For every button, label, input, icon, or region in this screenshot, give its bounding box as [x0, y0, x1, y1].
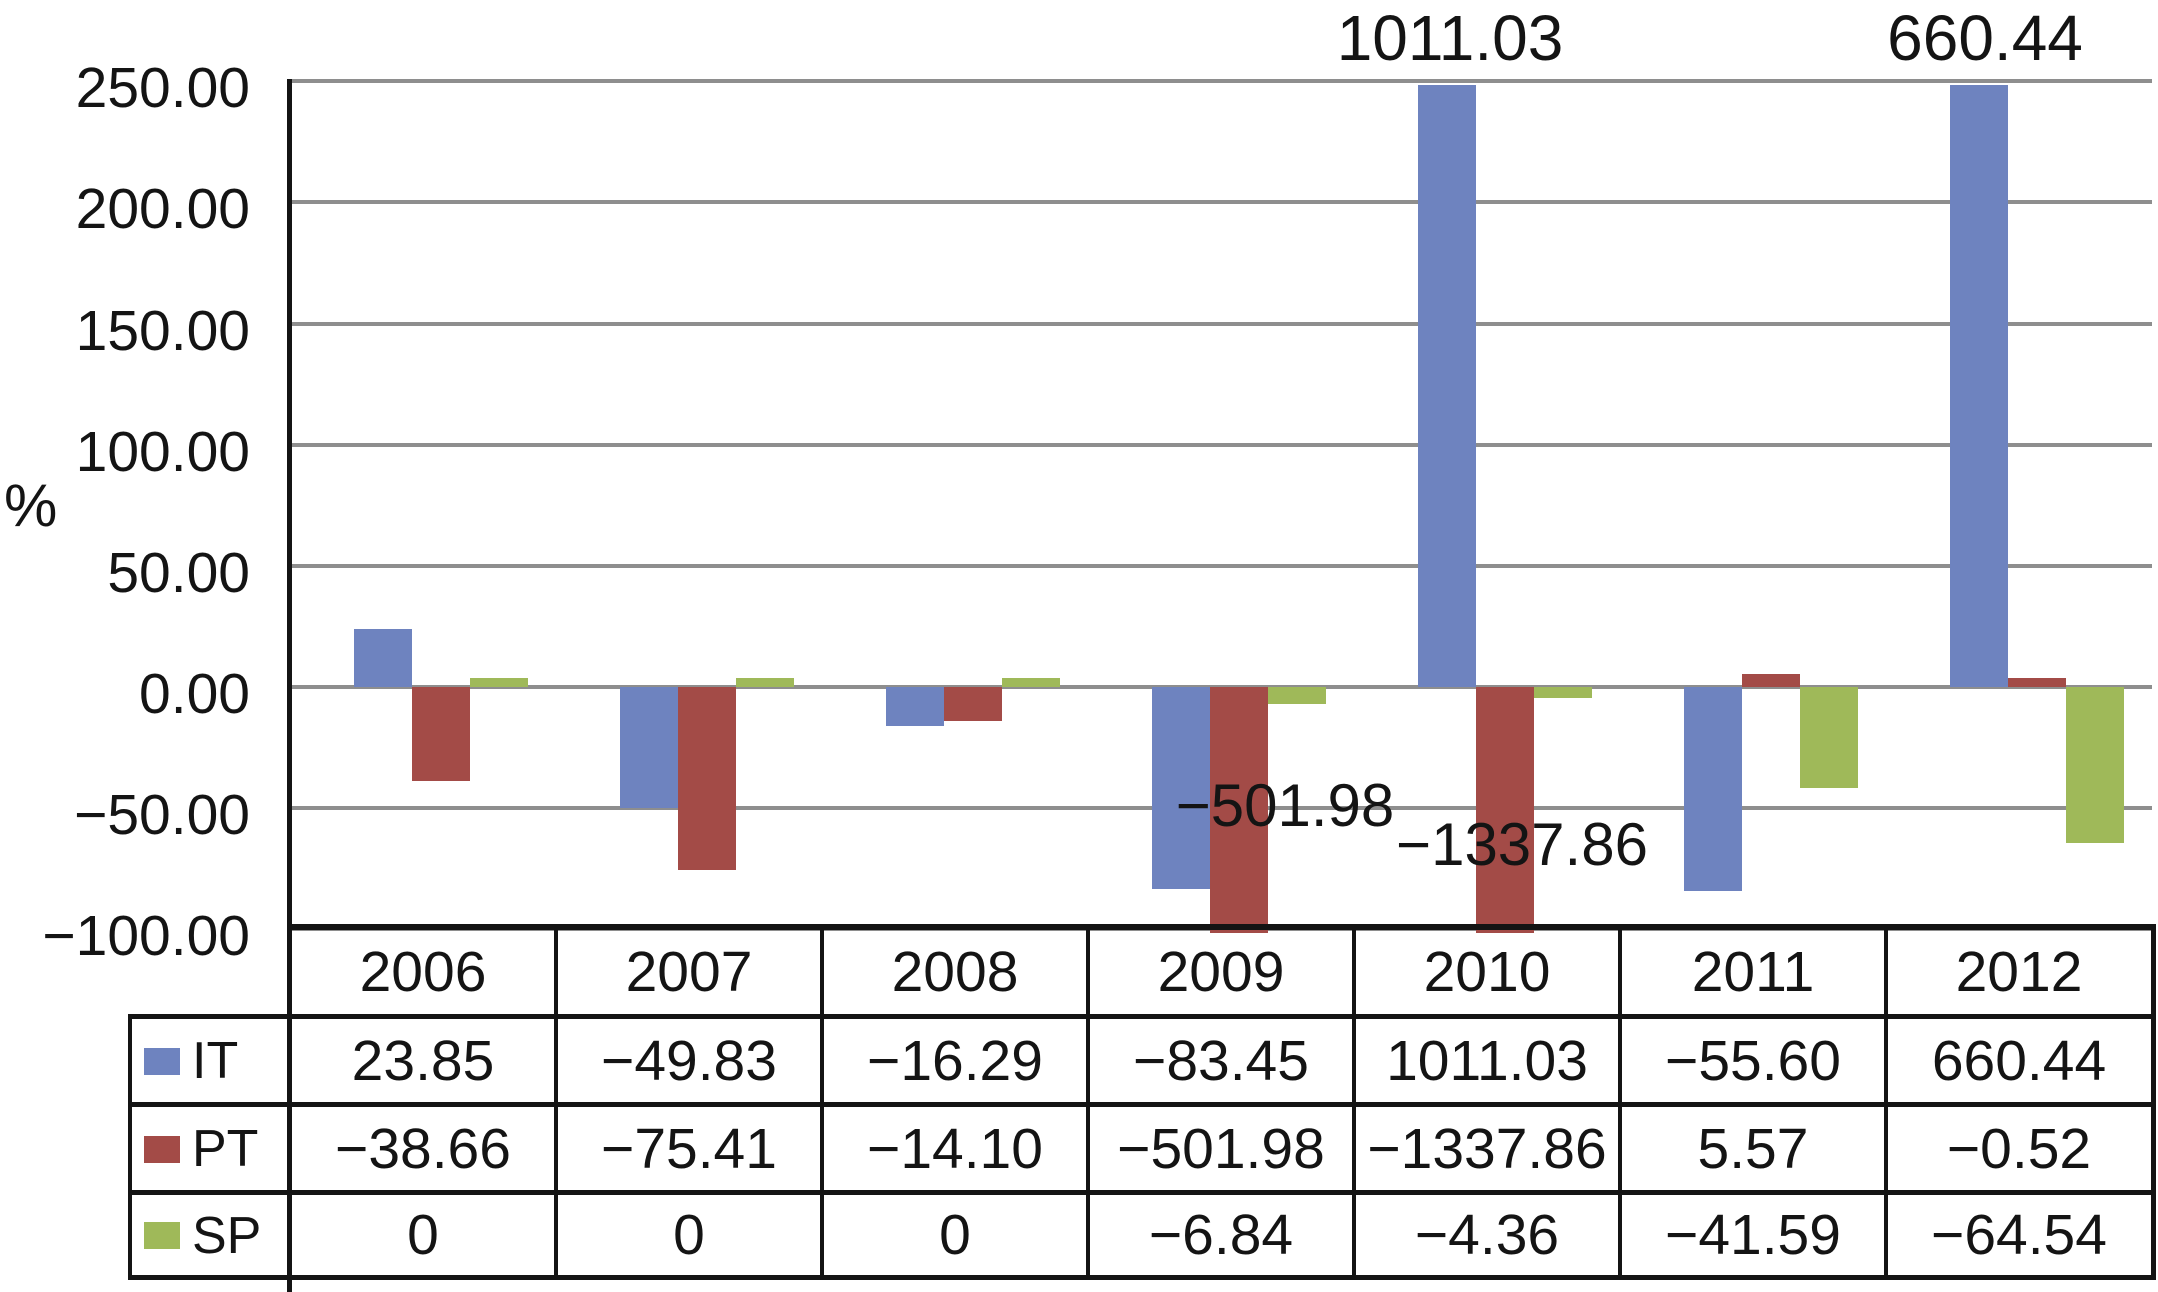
bar-SP-2009: [1268, 687, 1326, 704]
bar-PT-2011: [1742, 673, 1800, 687]
table-bottom-border: [128, 1275, 2156, 1280]
table-cell-SP-2010: −4.36: [1414, 1203, 1560, 1267]
bar-IT-2012: [1950, 85, 2008, 687]
table-row-border: [128, 1190, 2156, 1195]
table-cell-PT-2008: −14.10: [867, 1116, 1043, 1181]
table-column-divider: [820, 927, 824, 1278]
table-cell-PT-2007: −75.41: [601, 1116, 777, 1181]
bar-IT-2011: [1684, 687, 1742, 891]
y-tick-label: −100.00: [42, 904, 250, 969]
table-cell-SP-2007: 0: [673, 1203, 705, 1267]
table-cell-PT-2011: 5.57: [1697, 1116, 1809, 1181]
annotation-PT-2009: −501.98: [1175, 772, 1395, 839]
series-name-IT: IT: [192, 1032, 239, 1090]
table-cell-PT-2006: −38.66: [335, 1116, 511, 1181]
y-tick-label: 50.00: [107, 540, 250, 605]
table-header-cell-2009: 2009: [1157, 939, 1285, 1004]
bar-SP-2012: [2066, 687, 2124, 844]
table-header-cell-2006: 2006: [359, 939, 487, 1004]
table-column-divider: [1618, 927, 1622, 1278]
annotation-IT-2012: 660.44: [1887, 2, 2083, 74]
y-axis-line: [287, 79, 292, 1292]
annotation-IT-2010: 1011.03: [1336, 2, 1564, 74]
series-name-SP: SP: [192, 1206, 262, 1265]
series-row-label-IT: IT: [130, 1017, 290, 1105]
bar-SP-2008: [1002, 678, 1060, 687]
table-top-border: [288, 924, 2156, 930]
table-cell-PT-2009: −501.98: [1117, 1116, 1325, 1181]
table-cell-IT-2007: −49.83: [601, 1028, 777, 1093]
legend-swatch-PT: [144, 1135, 180, 1163]
legend-swatch-SP: [144, 1222, 180, 1249]
bar-IT-2010: [1418, 85, 1476, 687]
table-header-cell-2010: 2010: [1423, 939, 1551, 1004]
table-cell-SP-2008: 0: [939, 1203, 971, 1267]
table-header-cell-2011: 2011: [1691, 939, 1815, 1004]
table-row-border: [128, 1014, 2156, 1019]
annotation-PT-2010: −1337.86: [1396, 811, 1648, 878]
y-tick-label: 150.00: [75, 298, 250, 363]
y-tick-label: 100.00: [75, 419, 250, 484]
gridline: [290, 442, 2152, 447]
table-column-divider: [1352, 927, 1356, 1278]
y-axis-title: %: [4, 472, 58, 539]
table-header-cell-2008: 2008: [891, 939, 1019, 1004]
bar-SP-2006: [470, 678, 528, 687]
table-column-divider: [1086, 927, 1090, 1278]
y-tick-label: −50.00: [74, 783, 250, 848]
gridline: [290, 563, 2152, 568]
bar-SP-2011: [1800, 687, 1858, 788]
y-tick-label: 200.00: [75, 177, 250, 242]
gridline: [290, 79, 2152, 84]
bar-PT-2012: [2008, 678, 2066, 687]
bar-IT-2007: [620, 687, 678, 808]
table-row-border: [128, 1102, 2156, 1107]
bar-PT-2006: [412, 687, 470, 781]
table-cell-IT-2012: 660.44: [1931, 1028, 2107, 1093]
table-cell-SP-2012: −64.54: [1931, 1203, 2107, 1267]
bar-PT-2009: [1210, 687, 1268, 933]
table-cell-PT-2012: −0.52: [1946, 1116, 2092, 1181]
y-tick-label: 250.00: [75, 56, 250, 121]
table-cell-IT-2010: 1011.03: [1386, 1028, 1588, 1093]
gridline: [290, 321, 2152, 326]
bar-PT-2008: [944, 687, 1002, 722]
table-column-divider: [554, 927, 558, 1278]
series-row-label-SP: SP: [130, 1193, 290, 1278]
table-cell-IT-2006: 23.85: [351, 1028, 495, 1093]
table-cell-SP-2006: 0: [407, 1203, 439, 1267]
bar-IT-2008: [886, 687, 944, 727]
table-cell-SP-2011: −41.59: [1665, 1203, 1841, 1267]
series-row-label-PT: PT: [130, 1105, 290, 1193]
table-left-border: [128, 1014, 132, 1278]
gridline: [290, 200, 2152, 205]
table-header-cell-2012: 2012: [1955, 939, 2083, 1004]
table-cell-SP-2009: −6.84: [1148, 1203, 1294, 1267]
table-cell-IT-2009: −83.45: [1133, 1028, 1309, 1093]
bar-SP-2007: [736, 678, 794, 687]
series-name-PT: PT: [192, 1120, 259, 1178]
bar-PT-2007: [678, 687, 736, 870]
table-cell-IT-2008: −16.29: [867, 1028, 1043, 1093]
table-cell-PT-2010: −1337.86: [1367, 1116, 1607, 1181]
bar-IT-2009: [1152, 687, 1210, 890]
table-right-border: [2151, 924, 2156, 1278]
bar-IT-2006: [354, 629, 412, 687]
table-column-divider: [1884, 927, 1888, 1278]
bar-SP-2010: [1534, 687, 1592, 698]
table-header-cell-2007: 2007: [625, 939, 753, 1004]
legend-swatch-IT: [144, 1047, 180, 1075]
y-tick-label: 0.00: [139, 662, 250, 726]
bar-PT-2010: [1476, 687, 1534, 933]
table-cell-IT-2011: −55.60: [1665, 1028, 1841, 1093]
